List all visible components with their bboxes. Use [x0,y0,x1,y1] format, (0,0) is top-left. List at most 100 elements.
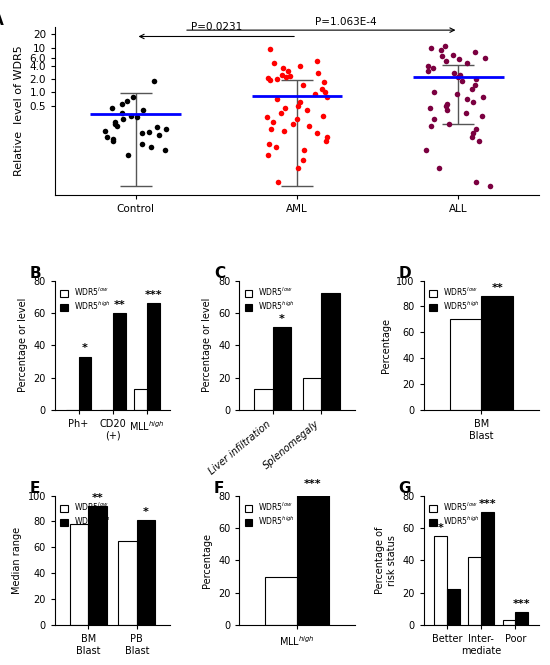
Bar [255,389,273,410]
Bar [303,378,321,410]
Point [445,118,454,129]
Point [145,126,153,137]
Point [118,98,127,109]
Point [271,142,280,152]
Bar [434,536,447,625]
Point [463,94,471,104]
Point [426,120,435,131]
Legend: WDR5$^{low}$, WDR5$^{high}$: WDR5$^{low}$, WDR5$^{high}$ [427,499,481,529]
Point [133,112,142,122]
Point [278,69,287,80]
Point [285,71,294,82]
Bar [447,589,460,625]
Point [295,61,304,71]
Point [161,145,169,156]
Point [155,130,164,140]
Point [299,79,307,90]
Point [318,84,327,94]
Point [100,125,109,136]
Point [477,110,486,121]
Point [138,128,147,139]
Text: C: C [214,266,225,281]
Point [300,145,309,156]
Y-axis label: Relative  level of WDR5: Relative level of WDR5 [14,45,24,176]
Legend: WDR5$^{low}$, WDR5$^{high}$: WDR5$^{low}$, WDR5$^{high}$ [59,285,113,314]
Bar [469,557,481,625]
Point [470,47,479,57]
Point [469,97,477,108]
Point [162,124,170,134]
Point [270,58,278,68]
Point [458,76,467,86]
Point [118,108,127,118]
Text: *: * [143,507,149,517]
Text: P=1.063E-4: P=1.063E-4 [315,17,376,27]
Point [292,114,301,124]
Point [150,76,158,86]
Point [437,45,446,55]
Point [429,114,438,124]
Point [283,66,292,76]
Point [434,163,443,174]
Text: D: D [398,266,411,281]
Point [426,102,434,113]
Point [422,145,431,156]
Point [299,155,307,166]
Text: P=0.0231: P=0.0231 [191,22,242,32]
Point [462,108,471,118]
Text: *: * [279,315,285,325]
Point [430,87,438,98]
Point [322,136,331,147]
Text: G: G [398,481,411,496]
Point [278,63,287,74]
Text: E: E [30,481,40,496]
Y-axis label: Median range: Median range [12,527,22,594]
Text: ***: *** [304,479,322,489]
Bar [118,541,137,625]
Point [424,61,432,71]
Point [471,79,480,90]
Point [469,128,477,139]
Bar [503,620,515,625]
Bar [89,506,107,625]
Point [280,125,289,136]
Point [295,97,304,108]
Point [443,98,452,109]
Bar [515,612,529,625]
Point [277,108,286,118]
Bar [273,327,291,410]
Point [323,92,332,102]
Point [127,110,136,121]
Point [146,142,155,152]
Point [111,116,120,127]
Point [321,87,330,98]
Y-axis label: Percentage or level: Percentage or level [202,298,212,392]
Bar [137,520,155,625]
Point [267,124,276,134]
Point [479,92,488,102]
Point [265,138,273,149]
Text: *: * [82,343,88,353]
Legend: WDR5$^{low}$, WDR5$^{high}$: WDR5$^{low}$, WDR5$^{high}$ [427,285,481,314]
Point [138,138,146,149]
Point [441,41,449,51]
Legend: WDR5$^{low}$, WDR5$^{high}$: WDR5$^{low}$, WDR5$^{high}$ [243,285,297,314]
Legend: WDR5$^{low}$, WDR5$^{high}$: WDR5$^{low}$, WDR5$^{high}$ [59,499,113,529]
Point [463,58,471,68]
Point [108,102,117,113]
Point [319,110,328,121]
Y-axis label: Percentage: Percentage [202,533,212,588]
Point [424,66,432,76]
Point [123,150,132,160]
Point [109,134,118,144]
Point [113,120,122,131]
Point [438,51,447,62]
Point [471,176,480,187]
Y-axis label: Percentage: Percentage [381,318,391,373]
Bar [113,313,125,410]
Point [320,77,328,88]
Y-axis label: Percentage of
risk status: Percentage of risk status [375,527,397,594]
Text: **: ** [92,493,103,503]
Point [294,163,302,174]
Point [485,181,494,192]
